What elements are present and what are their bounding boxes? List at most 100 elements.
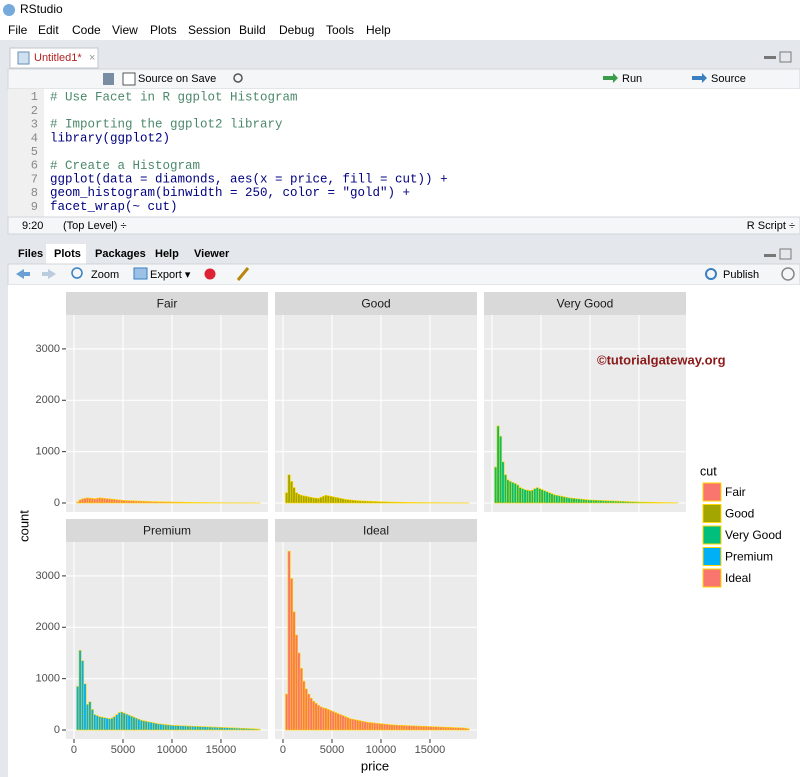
bar <box>174 725 178 731</box>
bar <box>604 500 608 504</box>
bar <box>210 726 214 731</box>
search-icon[interactable] <box>233 73 243 83</box>
legend-title: cut <box>700 464 717 478</box>
viewer-tab[interactable]: Files <box>18 248 43 260</box>
run-icon[interactable] <box>603 73 618 83</box>
bar <box>98 497 102 504</box>
minimize[interactable] <box>764 56 776 59</box>
bar <box>95 498 99 504</box>
bar <box>85 497 89 504</box>
viewer-tab[interactable]: Help <box>155 248 179 260</box>
bar <box>257 728 261 731</box>
strip <box>66 292 268 315</box>
viewer-tab[interactable]: Plots <box>54 248 81 260</box>
zoom-icon[interactable] <box>71 267 83 279</box>
forward-arrow[interactable] <box>42 269 56 279</box>
maximize[interactable] <box>779 51 792 63</box>
bar <box>555 495 559 504</box>
minimize[interactable] <box>764 254 776 257</box>
bar <box>223 727 227 731</box>
cursor-position: 9:20 <box>22 220 43 232</box>
clear-plots[interactable] <box>236 267 250 281</box>
bar <box>314 497 318 504</box>
bar <box>302 495 306 504</box>
bar <box>410 502 414 504</box>
source-button[interactable]: Source <box>711 73 746 85</box>
bar <box>358 500 362 504</box>
bar <box>540 489 544 504</box>
line-number: 2 <box>31 104 38 118</box>
y-tick-label: 3000 <box>36 343 60 355</box>
bar <box>528 490 532 504</box>
menu-item[interactable]: Session <box>188 23 231 37</box>
legend-label: Fair <box>725 485 746 499</box>
refresh[interactable] <box>781 267 795 281</box>
publish-button[interactable]: Publish <box>723 269 759 281</box>
bar <box>439 726 443 731</box>
viewer-tab[interactable]: Packages <box>95 248 146 260</box>
maximize[interactable] <box>779 248 792 260</box>
menu-item[interactable]: Code <box>72 23 101 37</box>
bar <box>412 725 416 731</box>
bar <box>127 714 131 731</box>
line-number: 6 <box>31 159 38 173</box>
bar <box>81 498 85 504</box>
code-area[interactable] <box>8 89 800 217</box>
bar <box>434 726 438 731</box>
bar <box>582 499 586 504</box>
bar <box>383 723 387 731</box>
menu-item[interactable]: View <box>112 23 138 37</box>
bar <box>557 495 561 504</box>
menu-item[interactable]: Tools <box>326 23 354 37</box>
menu-item[interactable]: Edit <box>38 23 59 37</box>
publish-icon[interactable] <box>705 268 717 280</box>
save-icon[interactable] <box>103 73 114 85</box>
zoom-button[interactable]: Zoom <box>91 269 119 281</box>
menu-item[interactable]: Debug <box>279 23 314 37</box>
source-icon[interactable] <box>692 73 707 83</box>
scope-selector[interactable]: (Top Level) ÷ <box>63 220 127 232</box>
bar <box>587 499 591 504</box>
bar <box>181 501 185 504</box>
status-bar <box>7 216 800 235</box>
back-arrow[interactable] <box>16 269 30 279</box>
viewer-tabs <box>8 244 800 264</box>
editor-tab-label[interactable]: Untitled1* <box>34 52 82 64</box>
tab-close[interactable]: × <box>89 52 95 64</box>
editor-tab[interactable] <box>9 47 99 69</box>
menu-item[interactable]: Build <box>239 23 266 37</box>
bar <box>230 727 234 731</box>
bar <box>567 497 571 504</box>
bar <box>312 700 316 731</box>
viewer-tab[interactable]: Viewer <box>194 248 230 260</box>
bar <box>361 720 365 731</box>
source-on-save[interactable]: Source on Save <box>138 73 216 85</box>
bar <box>370 722 374 731</box>
bar <box>466 728 470 731</box>
bar <box>166 724 170 731</box>
bar <box>552 494 556 504</box>
bar <box>115 714 119 731</box>
strip <box>66 519 268 542</box>
menu-item[interactable]: Plots <box>150 23 177 37</box>
code-lines: 1 # Use Facet in R ggplot Histogram 23 # Im… <box>31 90 448 214</box>
bar <box>530 489 534 504</box>
bar <box>363 500 367 504</box>
code-line: # Importing the ggplot2 library <box>50 118 283 132</box>
file-type[interactable]: R Script ÷ <box>747 220 795 232</box>
bar <box>400 501 404 504</box>
menu-item[interactable]: Help <box>366 23 391 37</box>
bar <box>589 499 593 504</box>
bar <box>648 501 652 504</box>
source-on-save-checkbox[interactable] <box>122 72 136 86</box>
export-button[interactable]: Export ▾ <box>150 269 191 281</box>
strip-label: Premium <box>143 524 191 538</box>
run-button[interactable]: Run <box>622 73 642 85</box>
bar <box>161 724 165 731</box>
export-icon[interactable] <box>133 267 148 280</box>
remove-plot[interactable] <box>204 268 216 280</box>
bar <box>658 502 662 504</box>
bar <box>250 728 254 731</box>
bar <box>609 500 613 504</box>
menu-item[interactable]: File <box>8 23 28 37</box>
